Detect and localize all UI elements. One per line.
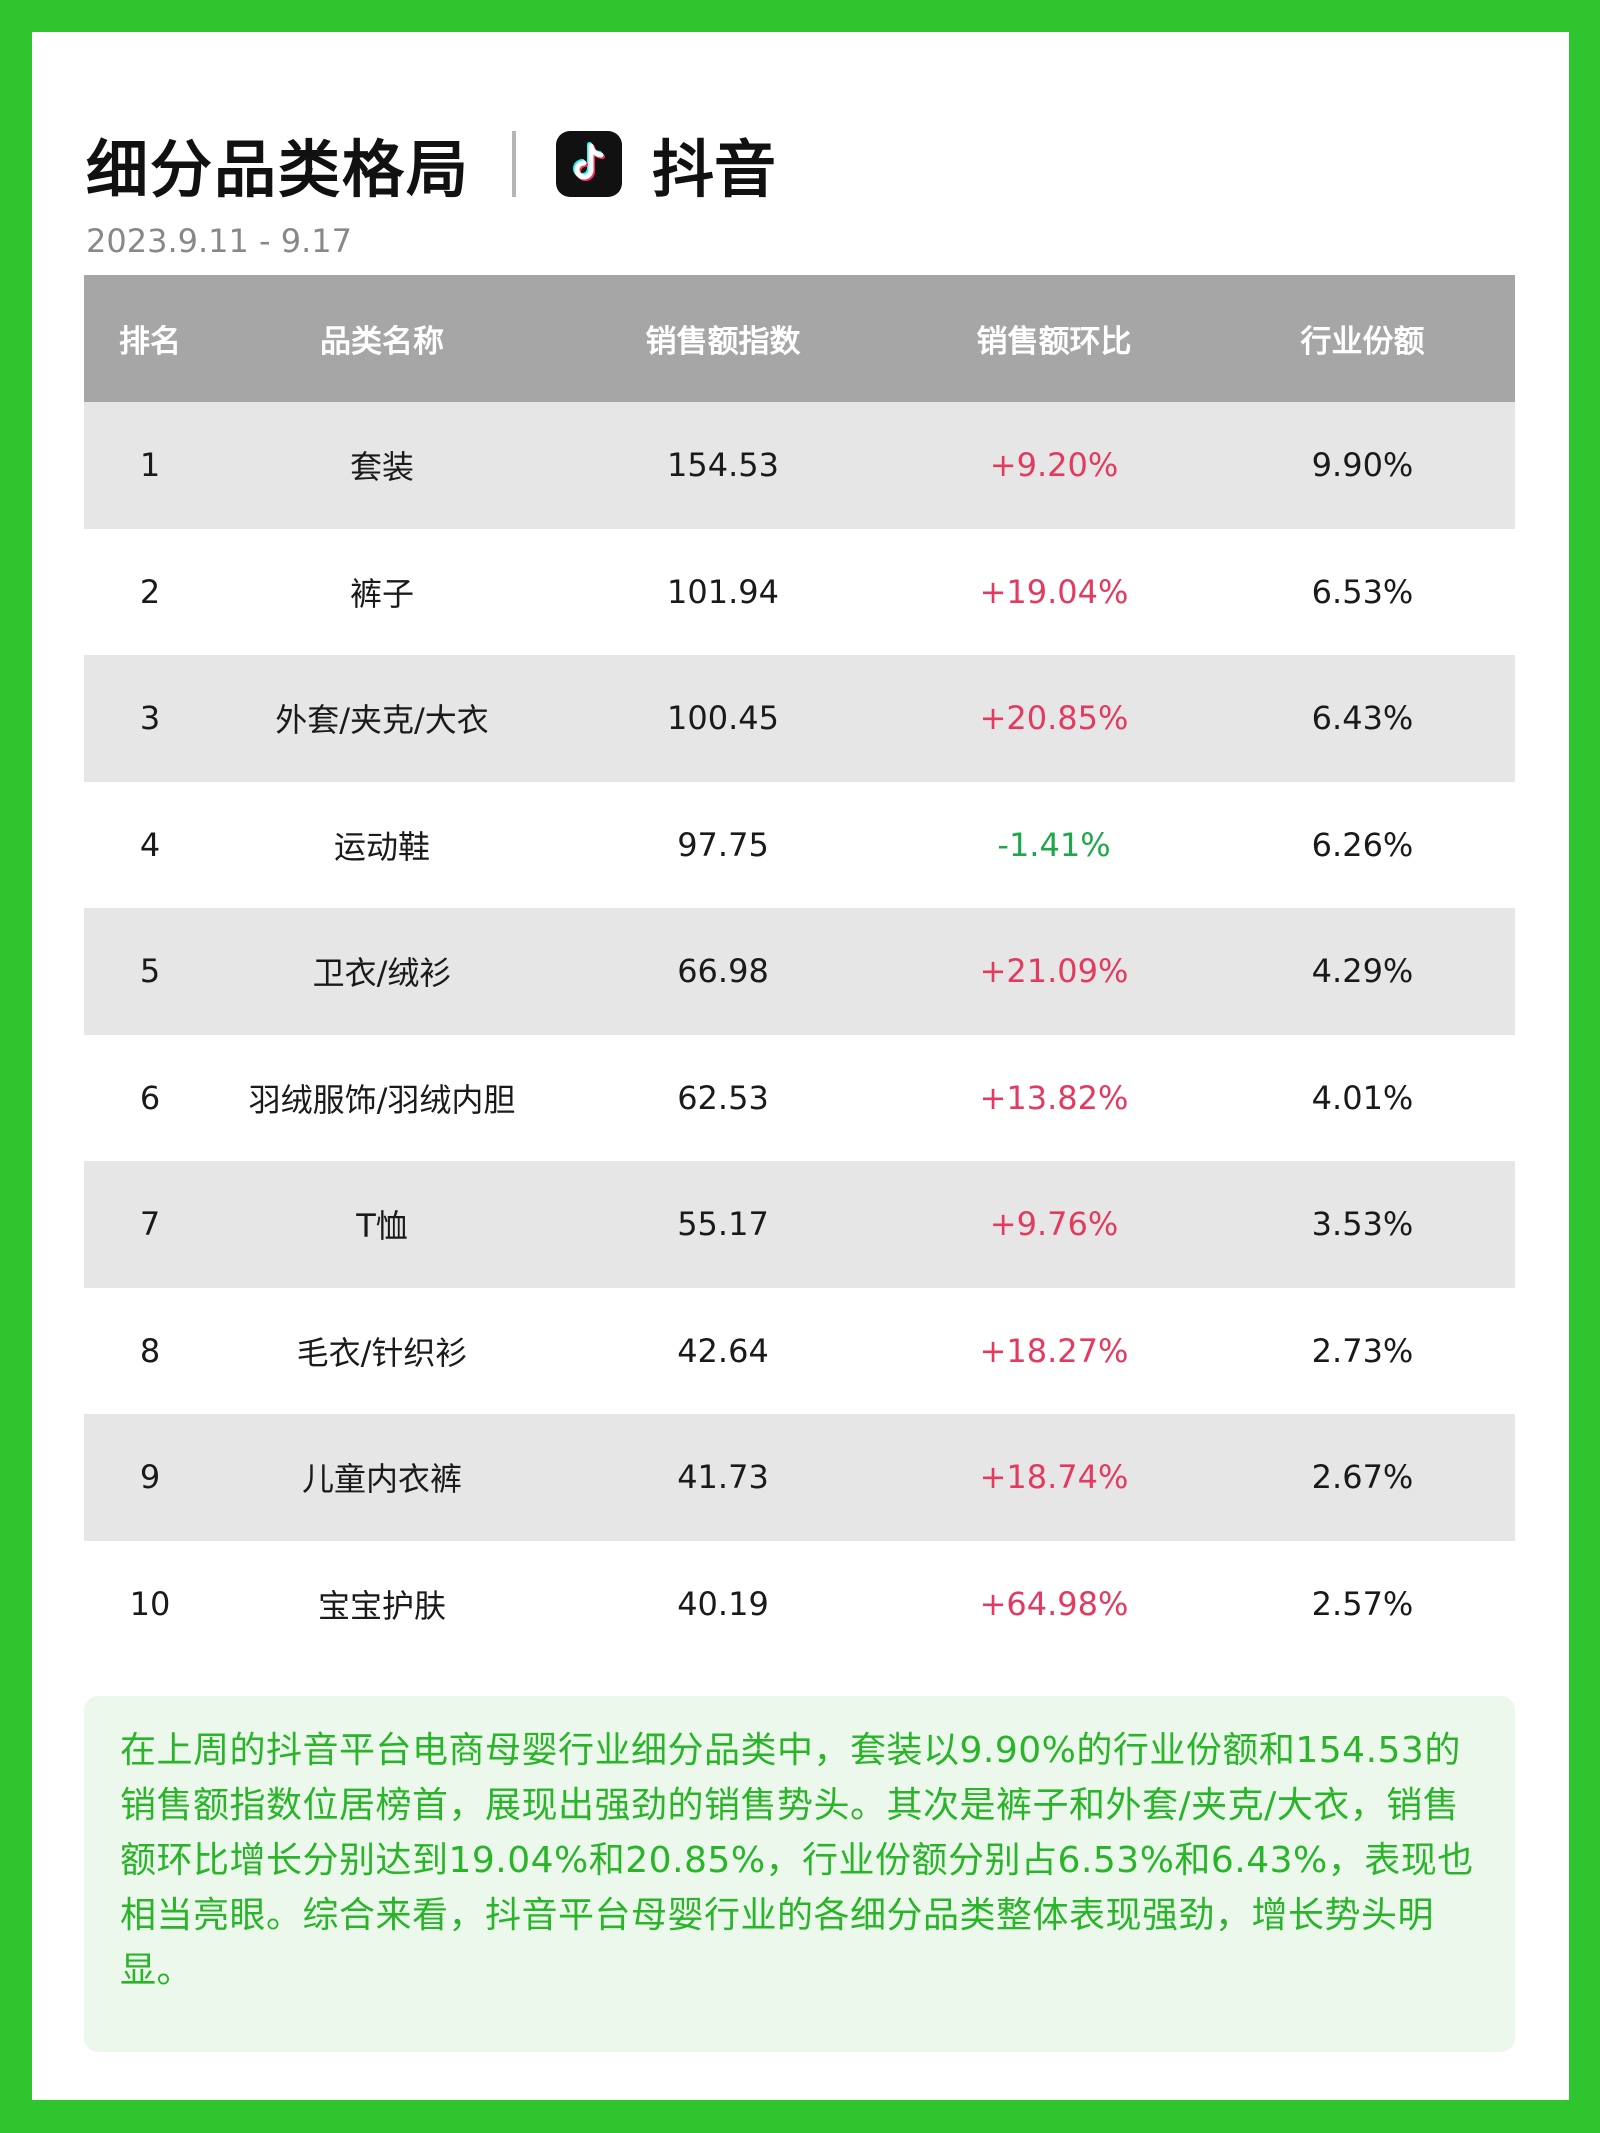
category-cell: 卫衣/绒衫	[312, 954, 452, 993]
category-cell: T恤	[356, 1207, 408, 1246]
sales-wow-cell: +18.74%	[979, 1458, 1129, 1497]
industry-share-cell: 2.57%	[1311, 1584, 1414, 1623]
tiktok-note-icon	[556, 131, 623, 197]
sales-wow-cell: +9.76%	[989, 1205, 1119, 1244]
sales-index-cell: 55.17	[677, 1205, 769, 1244]
category-cell: 运动鞋	[333, 827, 430, 866]
industry-share-cell: 6.26%	[1311, 825, 1414, 864]
rank-cell: 2	[139, 572, 161, 611]
sales-index-cell: 100.45	[667, 699, 779, 738]
sales-index-cell: 101.94	[667, 572, 779, 611]
summary-text: 在上周的抖音平台电商母婴行业细分品类中，套装以9.90%的行业份额和154.53…	[120, 1730, 1474, 1991]
category-cell: 儿童内衣裤	[301, 1460, 462, 1499]
sales-index-cell: 66.98	[677, 952, 769, 991]
sales-wow-cell: +21.09%	[979, 952, 1129, 991]
rank-cell: 6	[139, 1078, 161, 1117]
sales-wow-cell: +20.85%	[979, 699, 1129, 738]
rank-cell: 7	[139, 1205, 161, 1244]
category-cell: 宝宝护肤	[317, 1586, 446, 1625]
industry-share-cell: 2.67%	[1311, 1458, 1414, 1497]
sales-index-cell: 62.53	[677, 1078, 769, 1117]
sales-wow-cell: +13.82%	[979, 1078, 1129, 1117]
sales-index-cell: 97.75	[677, 825, 769, 864]
table-row: 8 毛衣/针织衫 42.64 +18.27% 2.73%	[84, 1287, 1515, 1414]
industry-share-cell: 3.53%	[1311, 1205, 1414, 1244]
sales-wow-cell: +9.20%	[989, 446, 1119, 485]
rank-cell: 5	[139, 952, 161, 991]
sales-wow-cell: +64.98%	[979, 1584, 1129, 1623]
header-divider	[512, 131, 517, 197]
platform-name: 抖音	[652, 133, 777, 206]
table-row: 6 羽绒服饰/羽绒内胆 62.53 +13.82% 4.01%	[84, 1034, 1515, 1161]
category-cell: 羽绒服饰/羽绒内胆	[248, 1080, 516, 1119]
rank-cell: 1	[139, 446, 161, 485]
sales-wow-cell: -1.41%	[997, 825, 1111, 864]
industry-share-cell: 4.29%	[1311, 952, 1414, 991]
rank-cell: 10	[129, 1584, 171, 1623]
column-header-category: 品类名称	[320, 324, 444, 360]
table-row: 10 宝宝护肤 40.19 +64.98% 2.57%	[84, 1540, 1515, 1667]
table-row: 1 套装 154.53 +9.20% 9.90%	[84, 402, 1515, 529]
sales-index-cell: 154.53	[667, 446, 779, 485]
category-cell: 裤子	[349, 574, 414, 613]
header: 细分品类格局 抖音	[86, 104, 776, 224]
industry-share-cell: 6.53%	[1311, 572, 1414, 611]
table-row: 4 运动鞋 97.75 -1.41% 6.26%	[84, 781, 1515, 908]
summary-box: 在上周的抖音平台电商母婴行业细分品类中，套装以9.90%的行业份额和154.53…	[84, 1696, 1515, 2052]
column-header-industry-share: 行业份额	[1300, 324, 1425, 360]
sales-index-cell: 42.64	[677, 1331, 769, 1370]
page-title: 细分品类格局	[86, 133, 471, 206]
column-header-sales-wow: 销售额环比	[976, 324, 1132, 360]
rank-cell: 9	[139, 1458, 161, 1497]
category-cell: 套装	[349, 448, 414, 487]
table-header-row: 排名 品类名称 销售额指数 销售额环比 行业份额	[84, 275, 1515, 402]
sales-index-cell: 40.19	[677, 1584, 769, 1623]
industry-share-cell: 2.73%	[1311, 1331, 1414, 1370]
table-row: 3 外套/夹克/大衣 100.45 +20.85% 6.43%	[84, 655, 1515, 782]
rank-cell: 3	[139, 699, 161, 738]
category-cell: 毛衣/针织衫	[296, 1333, 468, 1372]
report-card: 细分品类格局 抖音 2023.9.11 - 9.17 排名 品	[32, 32, 1569, 2100]
industry-share-cell: 6.43%	[1311, 699, 1414, 738]
table-row: 7 T恤 55.17 +9.76% 3.53%	[84, 1161, 1515, 1288]
table-row: 9 儿童内衣裤 41.73 +18.74% 2.67%	[84, 1414, 1515, 1541]
column-header-sales-index: 销售额指数	[645, 324, 801, 360]
category-ranking-table: 排名 品类名称 销售额指数 销售额环比 行业份额 1 套装 154.53 +9.…	[84, 275, 1515, 1667]
category-cell: 外套/夹克/大衣	[275, 701, 489, 740]
sales-wow-cell: +18.27%	[979, 1331, 1129, 1370]
column-header-rank: 排名	[119, 324, 181, 360]
rank-cell: 4	[139, 825, 161, 864]
industry-share-cell: 4.01%	[1311, 1078, 1414, 1117]
industry-share-cell: 9.90%	[1311, 446, 1414, 485]
rank-cell: 8	[139, 1331, 161, 1370]
date-range: 2023.9.11 - 9.17	[86, 222, 352, 260]
table-row: 2 裤子 101.94 +19.04% 6.53%	[84, 528, 1515, 655]
table-row: 5 卫衣/绒衫 66.98 +21.09% 4.29%	[84, 908, 1515, 1035]
sales-index-cell: 41.73	[677, 1458, 769, 1497]
sales-wow-cell: +19.04%	[979, 572, 1129, 611]
